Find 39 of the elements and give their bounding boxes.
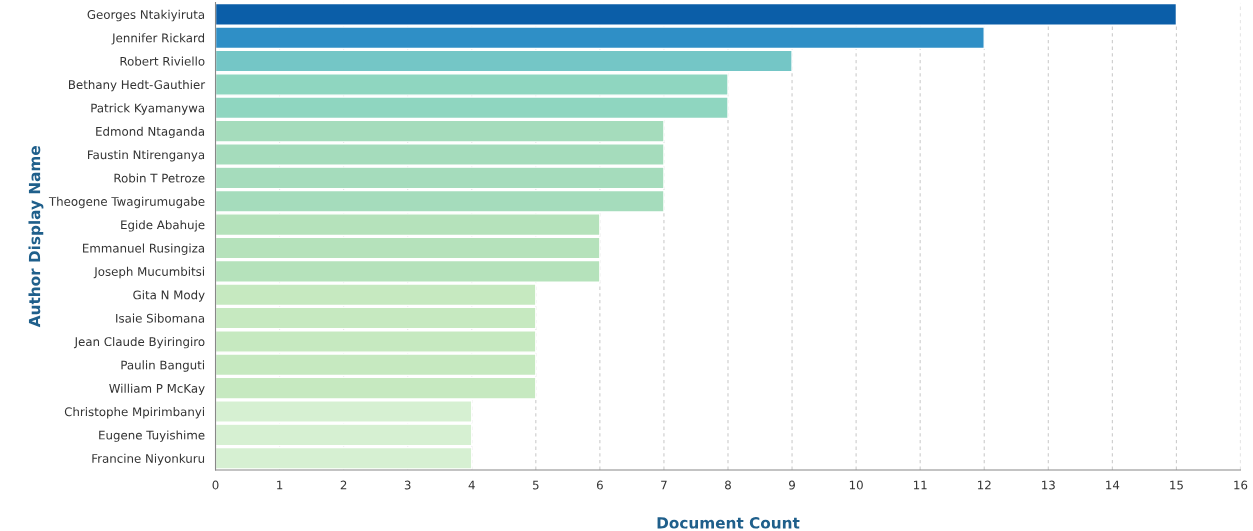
y-tick-label: Robert Riviello (120, 56, 205, 66)
y-axis-title: Author Display Name (28, 146, 44, 328)
y-tick-label: Faustin Ntirenganya (88, 150, 205, 162)
y-tick-label: Paulin Banguti (121, 360, 204, 372)
y-tick-label: Eugene Tuyishime (99, 430, 205, 442)
x-tick-label: 12 (978, 480, 991, 490)
y-tick-label: Robin T Petroze (114, 173, 205, 183)
y-tick-label: Patrick Kyamanywa (91, 103, 205, 115)
x-tick-label: 10 (849, 480, 863, 490)
x-tick-label: 15 (1170, 480, 1183, 490)
y-tick-label: Francine Niyonkuru (92, 453, 205, 466)
x-tick-label: 5 (532, 480, 539, 490)
x-tick-label: 8 (725, 480, 731, 490)
x-tick-label: 14 (1106, 480, 1120, 490)
y-tick-label: Bethany Hedt-Gauthier (69, 79, 206, 92)
x-tick-label: 7 (661, 480, 667, 490)
x-tick-label: 13 (1042, 480, 1055, 490)
x-tick-label: 11 (913, 480, 927, 490)
x-tick-label: 9 (789, 480, 795, 490)
x-tick-label: 1 (277, 480, 283, 490)
x-tick-label: 16 (1234, 480, 1248, 490)
y-tick-label: Jennifer Rickard (111, 33, 205, 45)
x-tick-label: 4 (468, 480, 475, 490)
y-tick-label: Georges Ntakiyiruta (87, 9, 205, 22)
y-tick-label: Isaie Sibomana (116, 313, 205, 323)
x-tick-label: 3 (404, 480, 411, 490)
x-axis-title: Document Count (657, 517, 800, 529)
y-tick-label: Christophe Mpirimbanyi (64, 407, 204, 419)
y-tick-label: Gita N Mody (133, 290, 205, 302)
y-tick-label: Jean Claude Byiringiro (73, 336, 205, 349)
x-tick-label: 2 (340, 480, 347, 490)
y-tick-label: Theogene Twagirumugabe (48, 196, 205, 209)
y-tick-label: Emmanuel Rusingiza (83, 243, 205, 255)
x-tick-label: 0 (212, 480, 219, 490)
y-tick-label: Egide Abahuje (121, 220, 205, 232)
y-tick-label: Edmond Ntaganda (96, 126, 205, 139)
y-tick-label: Joseph Mucumbitsi (93, 266, 204, 279)
y-tick-label: William P McKay (109, 383, 205, 396)
x-tick-label: 6 (596, 480, 603, 490)
